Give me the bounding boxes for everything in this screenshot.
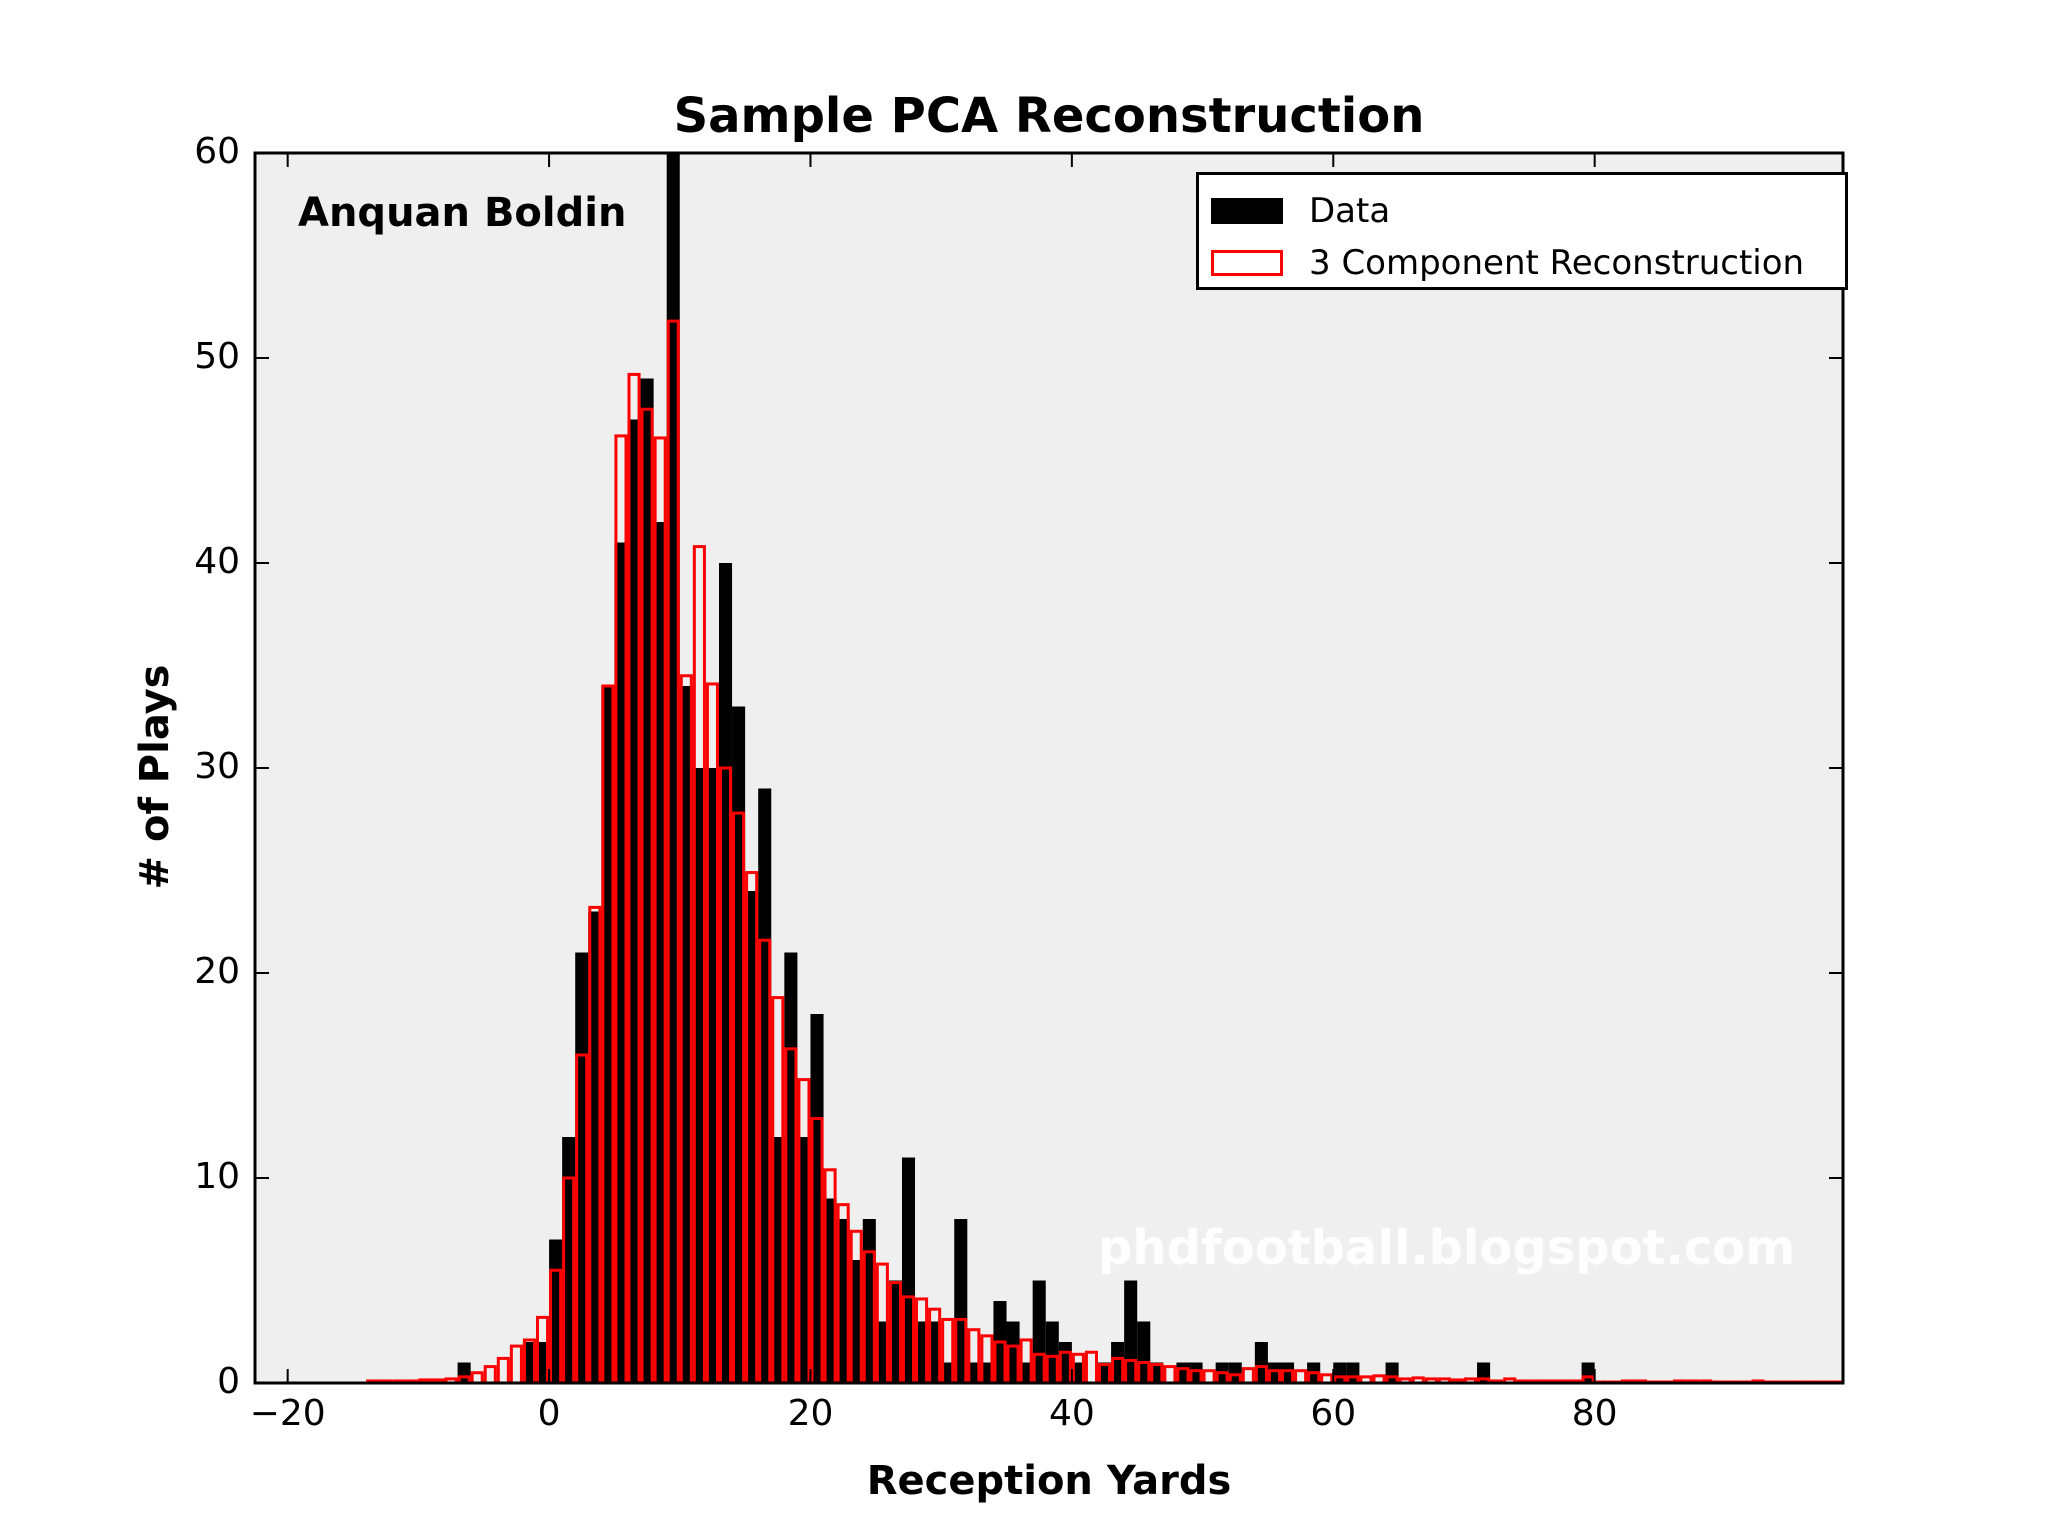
data-bar <box>849 1260 863 1383</box>
legend-item-data: Data <box>1211 191 1390 231</box>
data-bar <box>536 1342 550 1383</box>
data-bar <box>1280 1362 1295 1383</box>
data-bar <box>575 952 589 1383</box>
y-tick-label: 20 <box>194 951 240 992</box>
data-bar <box>758 788 772 1383</box>
data-bar <box>666 153 680 1383</box>
y-tick-label: 60 <box>194 131 240 172</box>
plot-frame <box>253 151 1845 1385</box>
data-bar <box>588 911 602 1383</box>
legend: Data 3 Component Reconstruction <box>1196 172 1848 290</box>
data-bar <box>823 1198 837 1383</box>
data-bar <box>692 768 706 1383</box>
data-bar <box>797 1137 811 1383</box>
plot-background <box>255 153 1843 1383</box>
watermark: phdfootball.blogspot.com <box>1098 1220 1796 1276</box>
y-tick-label: 30 <box>194 746 240 787</box>
x-tick-label: 20 <box>787 1393 834 1434</box>
data-bar <box>941 1362 955 1383</box>
data-bar <box>1071 1362 1085 1383</box>
y-tick-label: 40 <box>194 541 240 582</box>
data-bar <box>705 768 719 1383</box>
y-tick-label: 0 <box>217 1361 240 1402</box>
data-bar <box>888 1280 902 1383</box>
data-bar <box>1267 1362 1281 1383</box>
y-axis-label: # of Plays <box>132 664 178 890</box>
y-tick-label: 10 <box>194 1156 240 1197</box>
data-bar <box>1137 1321 1151 1383</box>
x-tick-label: 60 <box>1310 1393 1357 1434</box>
data-bar <box>522 1342 537 1383</box>
data-bar <box>679 686 693 1383</box>
data-bar <box>1189 1362 1203 1383</box>
data-bar <box>901 1157 916 1383</box>
data-bar <box>1111 1342 1125 1383</box>
data-bar <box>1019 1362 1033 1383</box>
data-bar <box>928 1321 942 1383</box>
chart-title: Sample PCA Reconstruction <box>673 88 1425 144</box>
data-bar <box>915 1321 929 1383</box>
data-bar <box>1006 1321 1020 1383</box>
data-bar <box>1228 1362 1242 1383</box>
data-bar <box>771 1137 785 1383</box>
data-bar <box>1124 1280 1138 1383</box>
y-tick-label: 50 <box>194 336 240 377</box>
legend-swatch-reconstruction <box>1211 250 1283 276</box>
x-tick-label: 0 <box>537 1393 561 1434</box>
legend-swatch-data <box>1211 198 1283 224</box>
legend-label-reconstruction: 3 Component Reconstruction <box>1309 243 1805 283</box>
data-bar <box>875 1321 889 1383</box>
data-bar <box>967 1362 981 1383</box>
data-bar <box>601 686 615 1383</box>
data-bar <box>784 952 798 1383</box>
data-bar <box>745 891 759 1383</box>
data-bar <box>1032 1280 1046 1383</box>
x-tick-label: −20 <box>249 1393 326 1434</box>
data-bar <box>862 1219 876 1383</box>
data-bars <box>457 153 1595 1383</box>
data-bar <box>1150 1362 1164 1383</box>
data-bar <box>810 1014 824 1383</box>
data-bar <box>732 706 746 1383</box>
data-bar <box>1045 1321 1059 1383</box>
data-bar <box>640 378 654 1383</box>
data-bar <box>627 419 641 1383</box>
data-bar <box>614 542 628 1383</box>
data-bar <box>549 1239 563 1383</box>
data-bar <box>1098 1362 1112 1383</box>
data-bar <box>836 1219 850 1383</box>
x-tick-label: 80 <box>1571 1393 1618 1434</box>
legend-label-data: Data <box>1309 191 1391 231</box>
data-bar <box>954 1219 968 1383</box>
x-axis-label: Reception Yards <box>866 1458 1232 1504</box>
legend-item-reconstruction: 3 Component Reconstruction <box>1211 243 1804 283</box>
data-bar <box>980 1362 994 1383</box>
data-bar <box>653 522 667 1383</box>
player-annotation: Anquan Boldin <box>298 190 627 236</box>
data-bar <box>562 1137 576 1383</box>
data-bar <box>1254 1342 1268 1383</box>
x-tick-label: 40 <box>1048 1393 1095 1434</box>
